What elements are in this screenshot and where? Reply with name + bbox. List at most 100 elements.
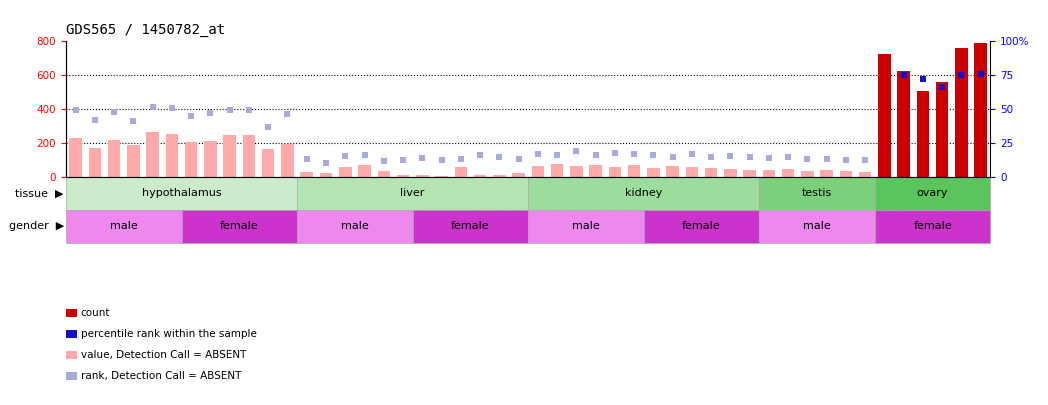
Text: male: male [572, 222, 599, 231]
Bar [975, 43, 987, 177]
Point [145, 104, 161, 110]
Bar [628, 165, 640, 177]
Point [895, 72, 912, 78]
Bar [685, 167, 698, 177]
Bar [493, 175, 505, 177]
Text: male: male [803, 222, 831, 231]
Bar [759, 210, 875, 243]
Bar [897, 70, 910, 177]
Text: male: male [341, 222, 369, 231]
Bar [474, 175, 486, 177]
Point [607, 149, 624, 156]
Bar [878, 54, 891, 177]
Bar [801, 171, 813, 177]
Bar [859, 173, 872, 177]
Bar [66, 210, 181, 243]
Text: kidney: kidney [625, 188, 662, 198]
Point [568, 148, 585, 154]
Bar [455, 167, 467, 177]
Point [182, 112, 199, 119]
Point [683, 150, 700, 157]
Text: hypothalamus: hypothalamus [141, 188, 221, 198]
Bar [416, 175, 429, 177]
Point [626, 151, 642, 158]
Point [87, 117, 104, 123]
Bar [705, 168, 718, 177]
Bar [759, 177, 875, 210]
Bar [589, 165, 602, 177]
Bar [743, 170, 756, 177]
Bar [301, 172, 313, 177]
Bar [281, 143, 293, 177]
Text: rank, Detection Call = ABSENT: rank, Detection Call = ABSENT [81, 371, 241, 381]
Bar [609, 167, 621, 177]
Bar [262, 149, 275, 177]
Point [221, 107, 238, 113]
Bar [643, 210, 759, 243]
Text: testis: testis [802, 188, 832, 198]
Text: count: count [81, 308, 110, 318]
Point [799, 156, 815, 162]
Point [356, 151, 373, 158]
Bar [528, 210, 643, 243]
Bar [528, 177, 759, 210]
Bar [551, 164, 564, 177]
Point [453, 156, 470, 162]
Bar [204, 141, 217, 177]
Bar [108, 140, 121, 177]
Point [837, 157, 854, 163]
Point [106, 109, 123, 115]
Text: female: female [913, 222, 952, 231]
Bar [875, 177, 990, 210]
Point [645, 151, 661, 158]
Bar [377, 171, 390, 177]
Text: value, Detection Call = ABSENT: value, Detection Call = ABSENT [81, 350, 246, 360]
Bar [782, 169, 794, 177]
Point [414, 155, 431, 161]
Bar [243, 135, 256, 177]
Bar [69, 138, 82, 177]
Text: gender  ▶: gender ▶ [8, 222, 64, 231]
Bar [181, 210, 297, 243]
Bar [147, 132, 159, 177]
Bar [435, 176, 447, 177]
Point [318, 160, 334, 166]
Bar [955, 48, 967, 177]
Bar [512, 173, 525, 177]
Point [490, 154, 507, 160]
Bar [936, 83, 948, 177]
Point [722, 153, 739, 159]
Text: male: male [110, 222, 137, 231]
Bar [397, 175, 410, 177]
Point [953, 72, 969, 78]
Bar [667, 166, 679, 177]
Bar [89, 148, 102, 177]
Point [934, 83, 951, 90]
Bar [570, 166, 583, 177]
Bar [358, 165, 371, 177]
Point [703, 154, 720, 161]
Bar [821, 170, 833, 177]
Bar [127, 145, 139, 177]
Point [67, 107, 84, 114]
Point [241, 107, 258, 114]
Text: tissue  ▶: tissue ▶ [16, 188, 64, 198]
Bar [763, 170, 776, 177]
Bar [647, 168, 659, 177]
Point [587, 151, 604, 158]
Point [857, 157, 874, 163]
Bar [917, 91, 930, 177]
Point [395, 157, 412, 164]
Point [973, 71, 989, 77]
Point [915, 76, 932, 82]
Point [375, 158, 392, 164]
Point [529, 150, 546, 157]
Text: percentile rank within the sample: percentile rank within the sample [81, 329, 257, 339]
Bar [413, 210, 528, 243]
Bar [184, 142, 197, 177]
Bar [531, 166, 544, 177]
Point [472, 152, 488, 159]
Text: female: female [451, 222, 489, 231]
Point [818, 156, 835, 162]
Point [761, 155, 778, 161]
